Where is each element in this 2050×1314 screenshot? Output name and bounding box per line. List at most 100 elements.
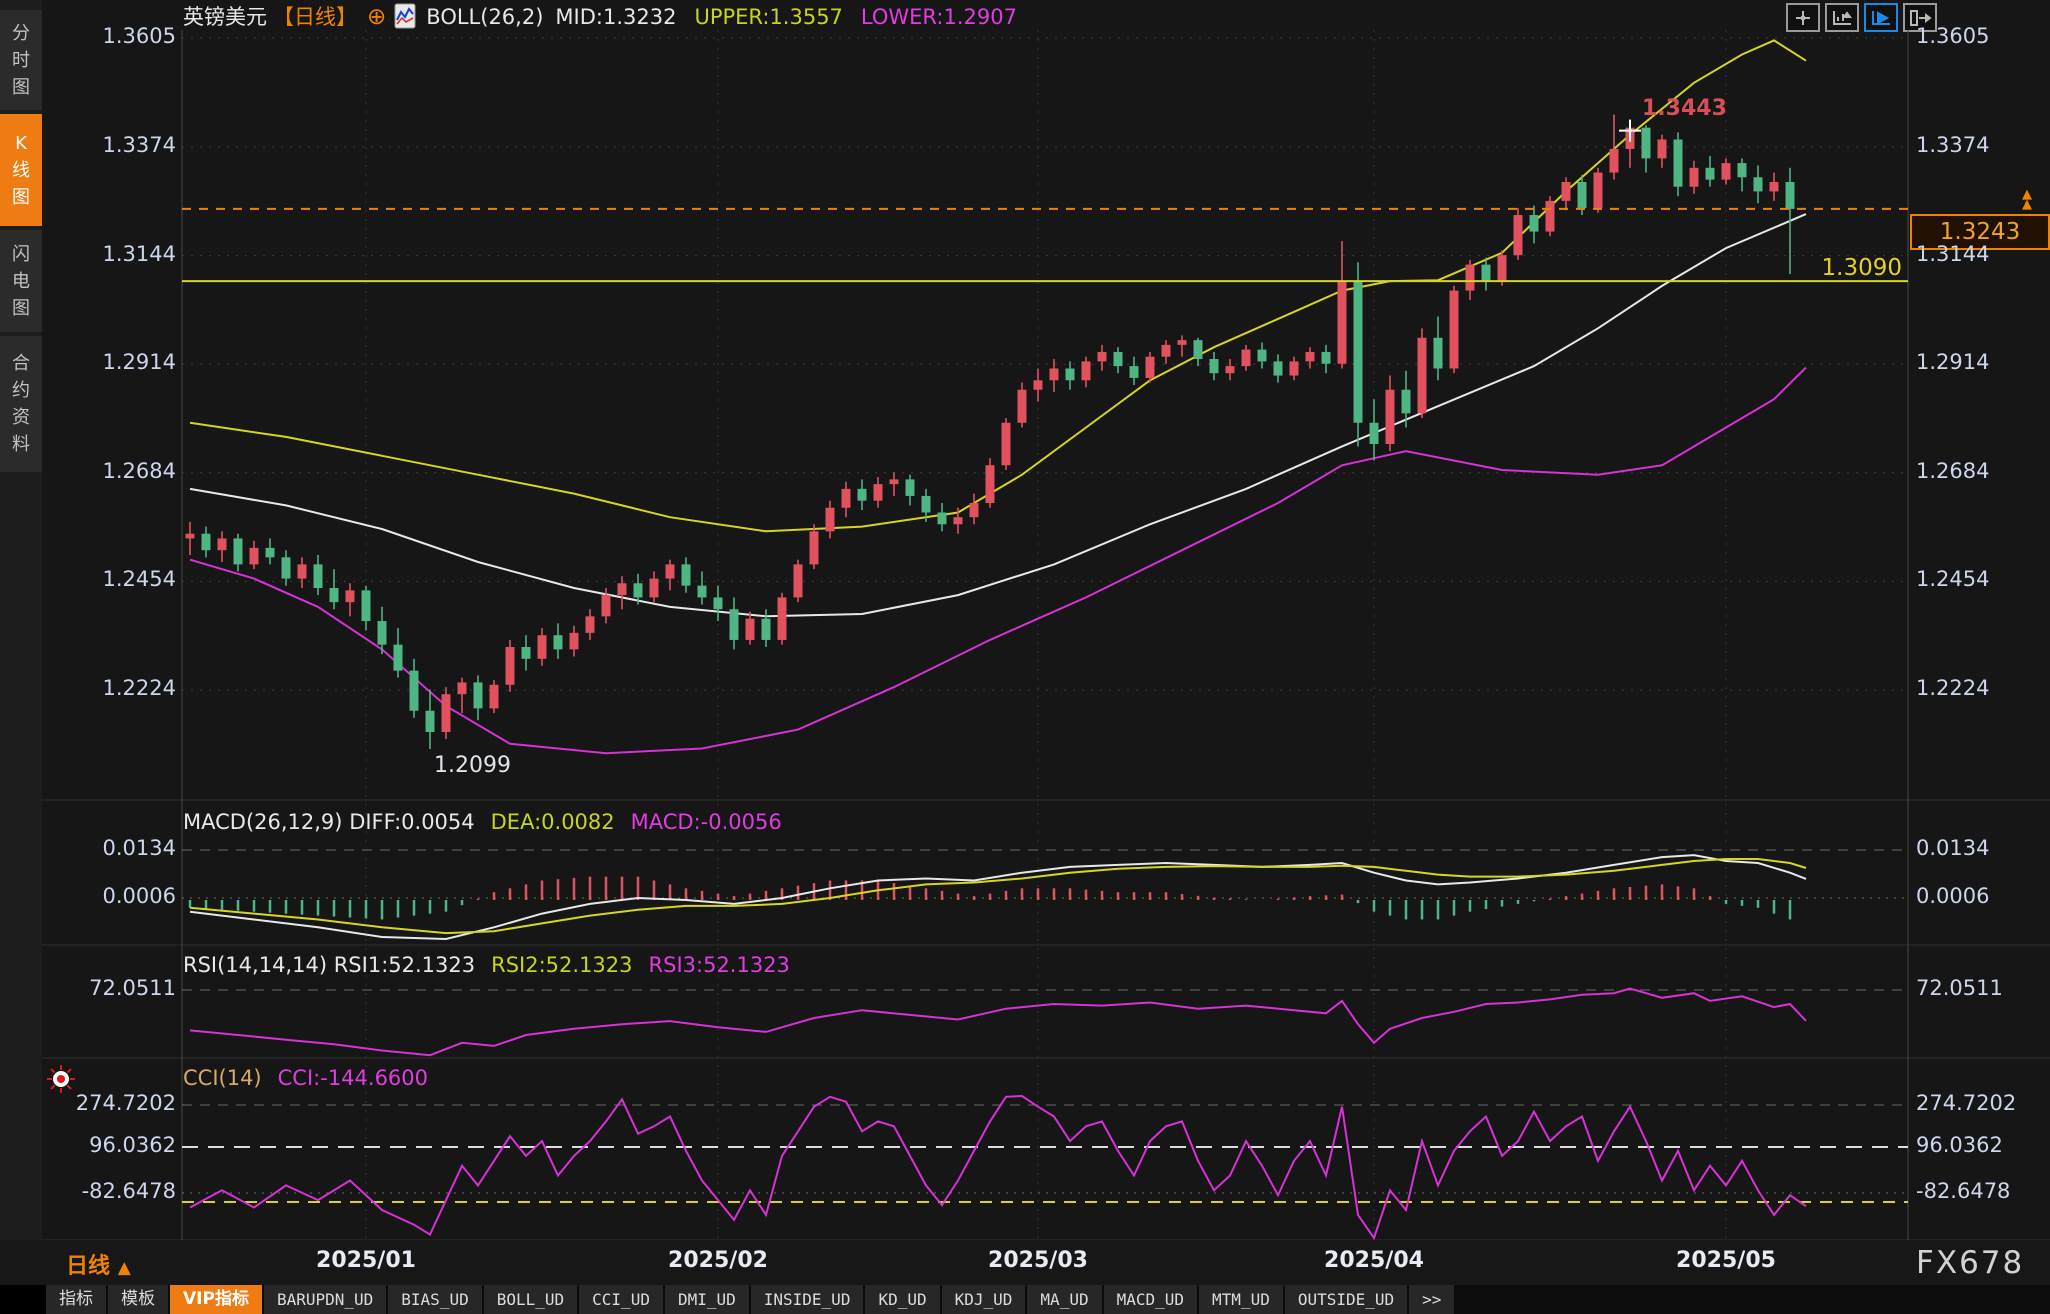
boll-upper-value: UPPER:1.3557 bbox=[694, 5, 843, 29]
low-price-label: 1.2099 bbox=[434, 753, 511, 778]
cci-axis-label-left: -82.6478 bbox=[81, 1179, 176, 1203]
date-label: 2025/04 bbox=[1324, 1248, 1424, 1273]
sidebar-item-char: 图 bbox=[12, 186, 30, 208]
axis-zoom-icon[interactable] bbox=[1825, 3, 1859, 32]
yellow-line-label: 1.3090 bbox=[1821, 255, 1902, 281]
sidebar-item-char: 资 bbox=[12, 407, 30, 428]
tab-kd-ud[interactable]: KD_UD bbox=[865, 1285, 940, 1314]
tab-boll-ud[interactable]: BOLL_UD bbox=[483, 1285, 578, 1314]
chart-header: 英镑美元 【日线】 ⊕ BOLL(26,2) MID:1.3232 UPPER:1.35… bbox=[183, 2, 1017, 32]
alert-target-icon[interactable] bbox=[44, 1062, 78, 1096]
price-axis-label-right: 1.2454 bbox=[1916, 567, 1990, 592]
sidebar-item-4[interactable]: 合约资料 bbox=[0, 336, 42, 472]
period-tag[interactable]: 【日线】 bbox=[273, 5, 357, 29]
price-axis-label-right: 1.2224 bbox=[1916, 675, 1990, 700]
tab-macd-ud[interactable]: MACD_UD bbox=[1103, 1285, 1198, 1314]
macd-axis-label-right: 0.0006 bbox=[1916, 884, 1990, 908]
indicator-tab-bar: 指标 模板 VIP指标 BARUPDN_UD BIAS_UD BOLL_UD CCI_UD D… bbox=[0, 1285, 2050, 1314]
rsi2-value: RSI2:52.1323 bbox=[491, 953, 633, 977]
tab-模板[interactable]: 模板 bbox=[108, 1285, 168, 1314]
chart-toolbar bbox=[1786, 3, 1937, 32]
corner-block bbox=[0, 1285, 46, 1314]
price-axis-label-right: 1.3144 bbox=[1916, 241, 1990, 266]
add-indicator-icon[interactable]: ⊕ bbox=[367, 4, 387, 30]
date-label: 2025/05 bbox=[1676, 1248, 1776, 1273]
rsi-axis-label-right: 72.0511 bbox=[1916, 976, 2003, 1000]
tab-dmi-ud[interactable]: DMI_UD bbox=[664, 1285, 749, 1314]
macd-value: MACD:-0.0056 bbox=[630, 810, 782, 834]
sidebar-item-char: 线 bbox=[12, 159, 30, 181]
sidebar-item-3[interactable]: 闪电图 bbox=[0, 230, 42, 332]
price-axis-label-right: 1.3374 bbox=[1916, 133, 1990, 158]
chevron-up-icon: ▲ bbox=[117, 1258, 131, 1278]
date-label: 2025/02 bbox=[668, 1248, 768, 1273]
sidebar-item-char: 合 bbox=[12, 353, 30, 374]
tab-barupdn-ud[interactable]: BARUPDN_UD bbox=[263, 1285, 387, 1314]
tab-指标[interactable]: 指标 bbox=[46, 1285, 106, 1314]
tab-kdj-ud[interactable]: KDJ_UD bbox=[941, 1285, 1026, 1314]
cci-axis-label-right: 96.0362 bbox=[1916, 1133, 2003, 1157]
price-axis-label-left: 1.2224 bbox=[102, 675, 176, 700]
cci-header: CCI(14) CCI:-144.6600 bbox=[183, 1066, 428, 1090]
macd-axis-label-right: 0.0134 bbox=[1916, 836, 1990, 860]
rsi1-value: RSI(14,14,14) RSI1:52.1323 bbox=[183, 953, 476, 977]
pan-move-icon[interactable] bbox=[1786, 3, 1820, 32]
price-axis-label-right: 1.2684 bbox=[1916, 458, 1990, 483]
watermark: FX678 bbox=[1916, 1245, 2025, 1281]
shift-right-icon[interactable] bbox=[1903, 3, 1937, 32]
boll-label: BOLL(26,2) bbox=[426, 5, 544, 29]
boll-lower-value: LOWER:1.2907 bbox=[860, 5, 1017, 29]
price-axis-label-right: 1.3605 bbox=[1916, 24, 1990, 48]
cci-axis-label-right: 274.7202 bbox=[1916, 1091, 2017, 1115]
playback-icon[interactable] bbox=[1864, 3, 1898, 32]
high-price-label: 1.3443 bbox=[1642, 96, 1727, 121]
rsi-axis-label-left: 72.0511 bbox=[89, 976, 176, 1000]
last-price-box: 1.3243 bbox=[1910, 214, 2050, 250]
sidebar-item-char: 时 bbox=[12, 49, 30, 71]
mini-chart-icon bbox=[394, 3, 416, 29]
macd-header: MACD(26,12,9) DIFF:0.0054 DEA:0.0082 MACD:… bbox=[183, 810, 782, 834]
cci-axis-label-left: 96.0362 bbox=[89, 1133, 176, 1157]
rsi3-value: RSI3:52.1323 bbox=[648, 953, 790, 977]
sidebar-item-char: 闪 bbox=[12, 243, 30, 265]
tab-ma-ud[interactable]: MA_UD bbox=[1027, 1285, 1102, 1314]
sidebar-item-1[interactable]: 分时图 bbox=[0, 10, 42, 110]
period-selector[interactable]: 日线 ▲ bbox=[66, 1254, 131, 1279]
cci-axis-label-right: -82.6478 bbox=[1916, 1179, 2011, 1203]
date-label: 2025/03 bbox=[988, 1248, 1088, 1273]
tab-mtm-ud[interactable]: MTM_UD bbox=[1199, 1285, 1283, 1314]
rsi-header: RSI(14,14,14) RSI1:52.1323 RSI2:52.1323 RS… bbox=[183, 953, 790, 977]
macd-axis-label-left: 0.0134 bbox=[102, 836, 176, 860]
tab--[interactable]: >> bbox=[1409, 1285, 1455, 1314]
symbol-name: 英镑美元 bbox=[183, 5, 267, 29]
price-axis-label-left: 1.3605 bbox=[102, 24, 176, 48]
price-axis-label-left: 1.2454 bbox=[102, 567, 176, 592]
boll-mid-value: MID:1.3232 bbox=[555, 5, 677, 29]
macd-dea-value: DEA:0.0082 bbox=[490, 810, 615, 834]
tab-inside-ud[interactable]: INSIDE_UD bbox=[750, 1285, 864, 1314]
price-axis-label-right: 1.2914 bbox=[1916, 350, 1990, 375]
price-axis-label-left: 1.2914 bbox=[102, 350, 176, 375]
sidebar-item-char: 料 bbox=[12, 434, 30, 455]
tab-outside-ud[interactable]: OUTSIDE_UD bbox=[1284, 1285, 1408, 1314]
date-axis-row: 日线 ▲ FX678 2025/01 2025/02 2025/03 2025/04 2… bbox=[0, 1240, 2050, 1285]
tab-bias-ud[interactable]: BIAS_UD bbox=[388, 1285, 482, 1314]
cci-name: CCI(14) bbox=[183, 1066, 262, 1090]
cci-axis-label-left: 274.7202 bbox=[75, 1091, 176, 1115]
tab-cci-ud[interactable]: CCI_UD bbox=[579, 1285, 663, 1314]
sidebar-item-char: 约 bbox=[12, 380, 30, 401]
macd-name: MACD(26,12,9) DIFF:0.0054 bbox=[183, 810, 475, 834]
macd-axis-label-left: 0.0006 bbox=[102, 884, 176, 908]
price-axis-label-left: 1.2684 bbox=[102, 458, 176, 483]
sidebar-item-char: 图 bbox=[12, 297, 30, 319]
price-alert-arrows-icon[interactable]: ▲ ▲ bbox=[2022, 187, 2032, 212]
sidebar-item-char: 分 bbox=[12, 22, 30, 44]
cci-value: CCI:-144.6600 bbox=[277, 1066, 429, 1090]
sidebar-item-char: 图 bbox=[12, 76, 30, 98]
tab-vip指标[interactable]: VIP指标 bbox=[170, 1285, 262, 1314]
sidebar-item-char: 电 bbox=[12, 270, 30, 292]
